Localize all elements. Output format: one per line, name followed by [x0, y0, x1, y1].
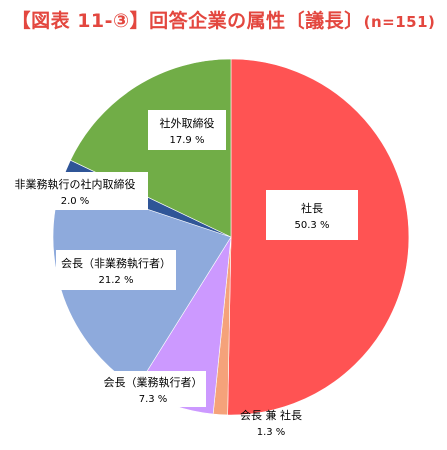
- slice-label: 非業務執行の社内取締役 2.0 %: [2, 172, 148, 210]
- slice-label: 社長 50.3 %: [266, 190, 358, 240]
- slice-category-label: 社長: [301, 201, 323, 215]
- label-box: [2, 172, 148, 210]
- slice-category-label: 会長 兼 社長: [240, 408, 302, 422]
- label-box: [56, 250, 176, 290]
- slice-value-label: 2.0 %: [61, 196, 90, 207]
- slice-label: 会長（非業務執行者） 21.2 %: [56, 250, 176, 290]
- slice-category-label: 会長（非業務執行者）: [61, 256, 171, 270]
- label-box: [148, 110, 226, 150]
- slice-category-label: 社外取締役: [160, 116, 215, 130]
- slice-value-label: 1.3 %: [257, 427, 286, 438]
- slice-label: 会長 兼 社長 1.3 %: [240, 408, 302, 438]
- sample-size-label: (n=151): [363, 13, 436, 31]
- chart-title: 【図表 11-③】回答企業の属性〔議長〕(n=151): [0, 6, 447, 33]
- slice-label: 社外取締役 17.9 %: [148, 110, 226, 150]
- slice-label: 会長（業務執行者） 7.3 %: [100, 371, 206, 407]
- slice-value-label: 21.2 %: [99, 275, 134, 286]
- slice-value-label: 17.9 %: [170, 135, 205, 146]
- label-box: [100, 371, 206, 407]
- slice-value-label: 50.3 %: [295, 220, 330, 231]
- slice-value-label: 7.3 %: [139, 394, 168, 405]
- chart-title-text: 【図表 11-③】回答企業の属性〔議長〕: [11, 10, 364, 32]
- slice-category-label: 非業務執行の社内取締役: [15, 177, 136, 191]
- slice-category-label: 会長（業務執行者）: [104, 375, 203, 389]
- label-box: [266, 190, 358, 240]
